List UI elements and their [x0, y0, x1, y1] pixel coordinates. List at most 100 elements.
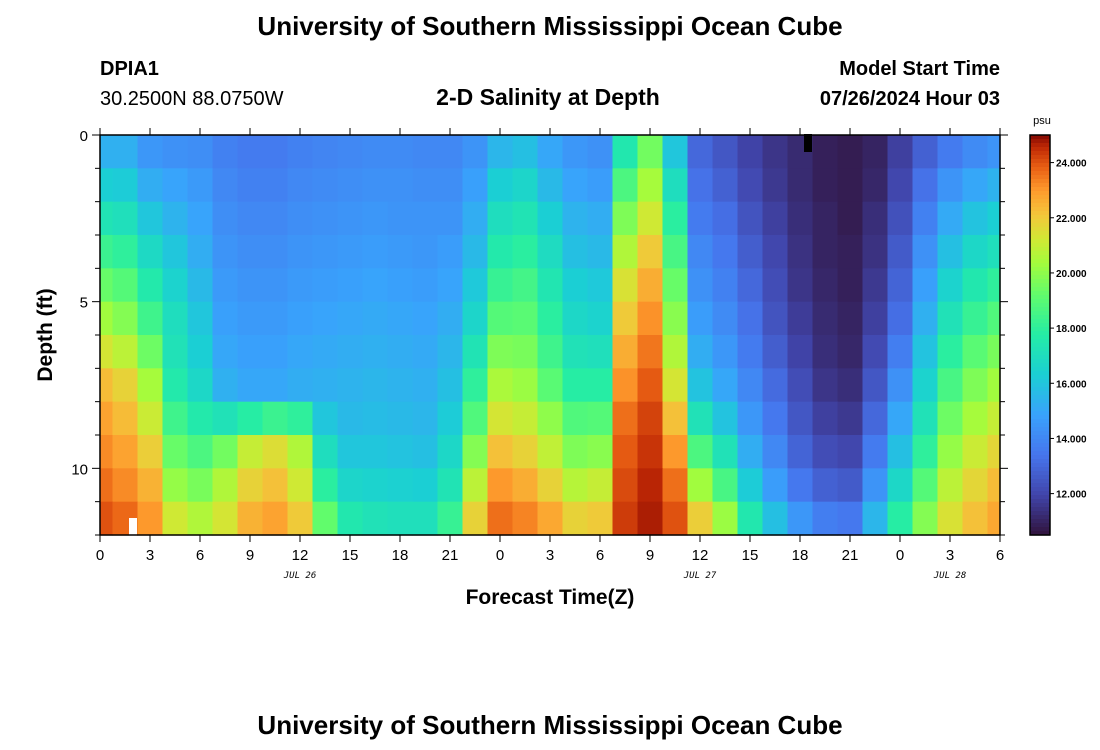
heatmap-cell — [762, 401, 789, 436]
colorbar-segment — [1030, 211, 1050, 216]
heatmap-cell — [487, 501, 514, 536]
heatmap-cell — [212, 168, 239, 203]
heatmap-cell — [712, 201, 739, 236]
colorbar-segment — [1030, 263, 1050, 268]
colorbar-segment — [1030, 383, 1050, 388]
colorbar-segment — [1030, 511, 1050, 516]
heatmap-cell — [162, 468, 189, 503]
heatmap-cell — [787, 468, 814, 503]
heatmap-cell — [337, 435, 364, 469]
heatmap-cell — [612, 235, 639, 269]
heatmap-cell — [312, 268, 339, 303]
heatmap-cell — [462, 301, 489, 336]
heatmap-cell — [462, 135, 489, 169]
x-tick-label: 0 — [896, 547, 904, 564]
heatmap-cell — [662, 401, 689, 436]
heatmap-cell — [512, 435, 539, 469]
heatmap-cell — [187, 335, 214, 369]
heatmap-cell — [100, 435, 114, 469]
heatmap-cell — [612, 301, 639, 336]
colorbar-segment — [1030, 291, 1050, 296]
colorbar-segment — [1030, 287, 1050, 292]
heatmap-cell — [237, 201, 264, 236]
heatmap-cell — [662, 135, 689, 169]
colorbar-segment — [1030, 195, 1050, 200]
day-label: JUL 28 — [933, 571, 967, 581]
heatmap-cell — [537, 501, 564, 536]
heatmap-cell — [262, 368, 289, 403]
colorbar-tick-label: 24.000 — [1056, 159, 1087, 170]
heatmap-cell — [212, 468, 239, 503]
heatmap-cell — [687, 301, 714, 336]
heatmap-cell — [812, 168, 839, 203]
heatmap-cell — [337, 135, 364, 169]
heatmap-cell — [637, 368, 664, 403]
heatmap-cell — [612, 335, 639, 369]
heatmap-cell — [687, 201, 714, 236]
heatmap-cell — [512, 268, 539, 303]
heatmap-cell — [212, 235, 239, 269]
heatmap-cell — [762, 335, 789, 369]
heatmap-cell — [962, 268, 989, 303]
heatmap-cell — [112, 468, 139, 503]
heatmap-cell — [687, 335, 714, 369]
colorbar-segment — [1030, 223, 1050, 228]
heatmap-cell — [762, 168, 789, 203]
colorbar-segment — [1030, 183, 1050, 188]
heatmap-cell — [212, 501, 239, 536]
heatmap-cell — [487, 335, 514, 369]
heatmap-cell — [862, 168, 889, 203]
colorbar-segment — [1030, 251, 1050, 256]
heatmap-cell — [512, 335, 539, 369]
heatmap-cell — [312, 135, 339, 169]
heatmap-cell — [912, 368, 939, 403]
heatmap-cell — [837, 268, 864, 303]
colorbar-segment — [1030, 139, 1050, 144]
heatmap-cell — [587, 368, 614, 403]
x-tick-label: 21 — [842, 547, 859, 564]
heatmap-cell — [162, 135, 189, 169]
heatmap-cell — [837, 468, 864, 503]
colorbar-segment — [1030, 407, 1050, 412]
heatmap-cell — [137, 201, 164, 236]
heatmap-cell — [100, 368, 114, 403]
heatmap-cell — [662, 435, 689, 469]
heatmap-cell — [612, 368, 639, 403]
heatmap-cell — [262, 435, 289, 469]
heatmap-cell — [187, 168, 214, 203]
heatmap-cell — [487, 201, 514, 236]
heatmap-cell — [312, 368, 339, 403]
heatmap-cell — [337, 401, 364, 436]
heatmap-cell — [987, 135, 1001, 169]
heatmap-cell — [987, 335, 1001, 369]
heatmap-cell — [912, 401, 939, 436]
heatmap-cell — [937, 301, 964, 336]
heatmap-cell — [637, 135, 664, 169]
heatmap-cell — [312, 168, 339, 203]
heatmap-cell — [412, 435, 439, 469]
heatmap-cell — [762, 268, 789, 303]
heatmap-cell — [987, 401, 1001, 436]
colorbar-segment — [1030, 135, 1050, 140]
heatmap-cell — [212, 368, 239, 403]
colorbar-segment — [1030, 363, 1050, 368]
heatmap-cell — [100, 268, 114, 303]
heatmap-cell — [787, 435, 814, 469]
heatmap-cell — [687, 435, 714, 469]
heatmap-cell — [587, 235, 614, 269]
heatmap-cell — [137, 335, 164, 369]
heatmap-cell — [100, 135, 114, 169]
heatmap-cell — [562, 368, 589, 403]
heatmap-cell — [587, 301, 614, 336]
colorbar-segment — [1030, 231, 1050, 236]
heatmap-cell — [512, 401, 539, 436]
heatmap-cell — [537, 135, 564, 169]
heatmap-cell — [412, 501, 439, 536]
heatmap-cell — [687, 168, 714, 203]
heatmap-cell — [587, 135, 614, 169]
colorbar-segment — [1030, 475, 1050, 480]
heatmap-cell — [112, 201, 139, 236]
heatmap-cell — [287, 268, 314, 303]
heatmap-cell — [212, 135, 239, 169]
heatmap-cell — [387, 501, 414, 536]
